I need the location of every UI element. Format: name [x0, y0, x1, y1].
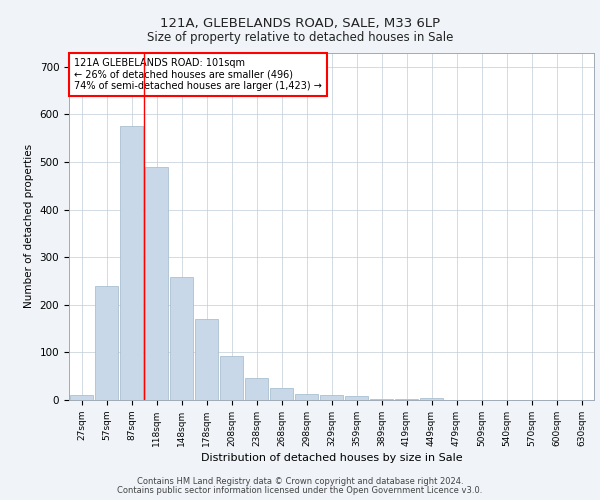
- Y-axis label: Number of detached properties: Number of detached properties: [24, 144, 34, 308]
- Bar: [320, 395, 343, 400]
- Bar: [120, 126, 143, 400]
- X-axis label: Distribution of detached houses by size in Sale: Distribution of detached houses by size …: [200, 453, 463, 463]
- Text: 121A, GLEBELANDS ROAD, SALE, M33 6LP: 121A, GLEBELANDS ROAD, SALE, M33 6LP: [160, 18, 440, 30]
- Text: Contains public sector information licensed under the Open Government Licence v3: Contains public sector information licen…: [118, 486, 482, 495]
- Text: 121A GLEBELANDS ROAD: 101sqm
← 26% of detached houses are smaller (496)
74% of s: 121A GLEBELANDS ROAD: 101sqm ← 26% of de…: [74, 58, 322, 91]
- Bar: [270, 388, 293, 400]
- Bar: [345, 396, 368, 400]
- Bar: [370, 398, 393, 400]
- Bar: [170, 277, 193, 400]
- Text: Size of property relative to detached houses in Sale: Size of property relative to detached ho…: [147, 31, 453, 44]
- Bar: [220, 356, 243, 400]
- Bar: [145, 166, 168, 400]
- Bar: [395, 399, 418, 400]
- Bar: [95, 286, 118, 400]
- Text: Contains HM Land Registry data © Crown copyright and database right 2024.: Contains HM Land Registry data © Crown c…: [137, 477, 463, 486]
- Bar: [295, 394, 318, 400]
- Bar: [245, 378, 268, 400]
- Bar: [195, 319, 218, 400]
- Bar: [70, 395, 93, 400]
- Bar: [420, 398, 443, 400]
